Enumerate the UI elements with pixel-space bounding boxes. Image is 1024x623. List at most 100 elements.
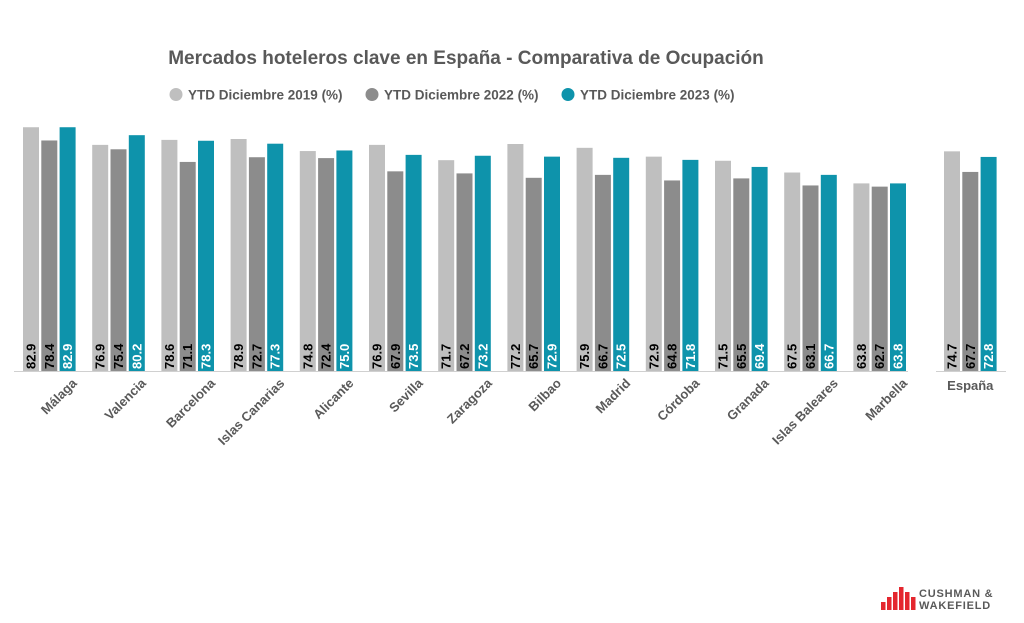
value-label-2-10: 69.4 (752, 343, 767, 369)
bar-0-4 (299, 151, 316, 371)
value-label-2-8: 72.5 (614, 344, 629, 369)
category-label: Sevilla (386, 375, 426, 415)
bar-1-3 (248, 157, 265, 371)
value-label-2-9: 71.8 (683, 344, 698, 369)
bar-0-2 (161, 139, 178, 371)
brand-logo-icon (881, 587, 916, 610)
bar-0-10 (715, 160, 731, 371)
legend-label: YTD Diciembre 2023 (%) (580, 88, 735, 103)
category-label: Madrid (593, 375, 634, 416)
category-label: España (947, 378, 994, 393)
brand-name-line1: CUSHMAN & (919, 588, 993, 600)
bar-0-5 (369, 144, 385, 371)
category-label: Zaragoza (444, 375, 496, 427)
value-label-2-2: 78.3 (199, 344, 214, 369)
value-label-2-12: 63.8 (891, 344, 906, 369)
legend-item-2: YTD Diciembre 2023 (%) (561, 88, 735, 103)
value-label-1-0: 78.4 (42, 343, 57, 369)
legend-label: YTD Diciembre 2022 (%) (384, 88, 539, 103)
bar-2-0 (59, 127, 76, 371)
value-label-1-8: 66.7 (595, 344, 610, 369)
bar-0-7 (507, 143, 524, 371)
value-label-1-4: 72.4 (319, 343, 334, 369)
value-label-1-7: 65.7 (526, 344, 541, 369)
value-label-0-13: 74.7 (945, 344, 960, 369)
logo-bar (893, 592, 898, 610)
category-label: Marbella (862, 375, 910, 423)
bar-0-3 (230, 138, 247, 371)
value-label-0-12: 63.8 (854, 344, 869, 369)
bar-2-9 (682, 159, 699, 371)
value-label-1-1: 75.4 (111, 343, 126, 369)
brand-name-line2: WAKEFIELD (919, 600, 991, 612)
bar-1-2 (179, 161, 196, 371)
bar-1-12 (871, 186, 888, 371)
bar-marks (14, 127, 1006, 372)
value-label-2-6: 73.2 (475, 344, 490, 369)
category-label: Málaga (38, 375, 80, 417)
value-label-1-3: 72.7 (249, 344, 264, 369)
bar-0-8 (576, 147, 593, 371)
category-label: Alicante (310, 376, 356, 422)
value-label-0-5: 76.9 (370, 344, 385, 369)
bar-0-13 (944, 151, 960, 371)
logo-bar (911, 597, 916, 610)
bar-2-10 (751, 166, 768, 371)
bar-0-9 (645, 156, 662, 371)
bar-1-9 (664, 180, 681, 371)
value-label-0-3: 78.9 (231, 344, 246, 369)
bar-1-8 (594, 174, 611, 371)
chart-title: Mercados hoteleros clave en España - Com… (168, 48, 764, 69)
value-label-1-12: 62.7 (872, 344, 887, 369)
logo-bar (887, 597, 892, 610)
category-label: Islas Baleares (769, 376, 841, 448)
value-label-1-13: 67.7 (963, 344, 978, 369)
bar-1-0 (41, 140, 58, 371)
value-label-2-0: 82.9 (60, 344, 75, 369)
bar-0-0 (23, 127, 39, 371)
bar-0-6 (438, 160, 455, 371)
value-label-0-10: 71.5 (716, 344, 731, 369)
bar-1-4 (318, 158, 335, 371)
value-label-0-2: 78.6 (162, 344, 177, 369)
value-label-2-11: 66.7 (821, 344, 836, 369)
value-label-2-5: 73.5 (406, 344, 421, 369)
category-label: Valencia (102, 375, 150, 423)
value-label-1-2: 71.1 (180, 344, 195, 369)
bar-1-5 (387, 171, 404, 371)
value-label-0-8: 75.9 (577, 344, 592, 369)
bar-2-7 (544, 156, 560, 371)
bar-1-11 (802, 185, 819, 371)
legend-item-1: YTD Diciembre 2022 (%) (365, 88, 539, 103)
value-label-0-7: 77.2 (508, 344, 523, 369)
logo-bar (881, 602, 886, 610)
bar-2-5 (405, 154, 422, 371)
bar-1-1 (110, 149, 127, 371)
legend-item-0: YTD Diciembre 2019 (%) (169, 88, 343, 103)
bar-2-6 (474, 155, 491, 371)
bar-2-8 (613, 157, 630, 371)
bar-2-1 (128, 135, 145, 371)
bar-2-12 (890, 183, 906, 371)
bar-0-12 (853, 183, 870, 371)
chart-legend: YTD Diciembre 2019 (%) YTD Diciembre 2022… (169, 88, 735, 103)
value-label-0-0: 82.9 (24, 344, 39, 369)
legend-swatch (561, 88, 575, 101)
bar-1-6 (456, 173, 473, 371)
bar-0-11 (784, 172, 801, 371)
value-label-1-11: 63.1 (803, 344, 818, 369)
value-label-2-4: 75.0 (337, 344, 352, 369)
bar-2-3 (267, 143, 284, 371)
category-label: Granada (724, 375, 772, 423)
value-label-1-10: 65.5 (734, 344, 749, 369)
value-label-2-3: 77.3 (268, 344, 283, 369)
value-label-1-5: 67.9 (388, 344, 403, 369)
value-label-0-6: 71.7 (439, 344, 454, 369)
bar-1-10 (733, 178, 750, 371)
bar-2-11 (820, 174, 837, 371)
bar-0-1 (92, 144, 109, 371)
logo-bar (899, 587, 904, 610)
logo-bar (905, 592, 910, 610)
category-label: Islas Canarias (215, 376, 287, 448)
